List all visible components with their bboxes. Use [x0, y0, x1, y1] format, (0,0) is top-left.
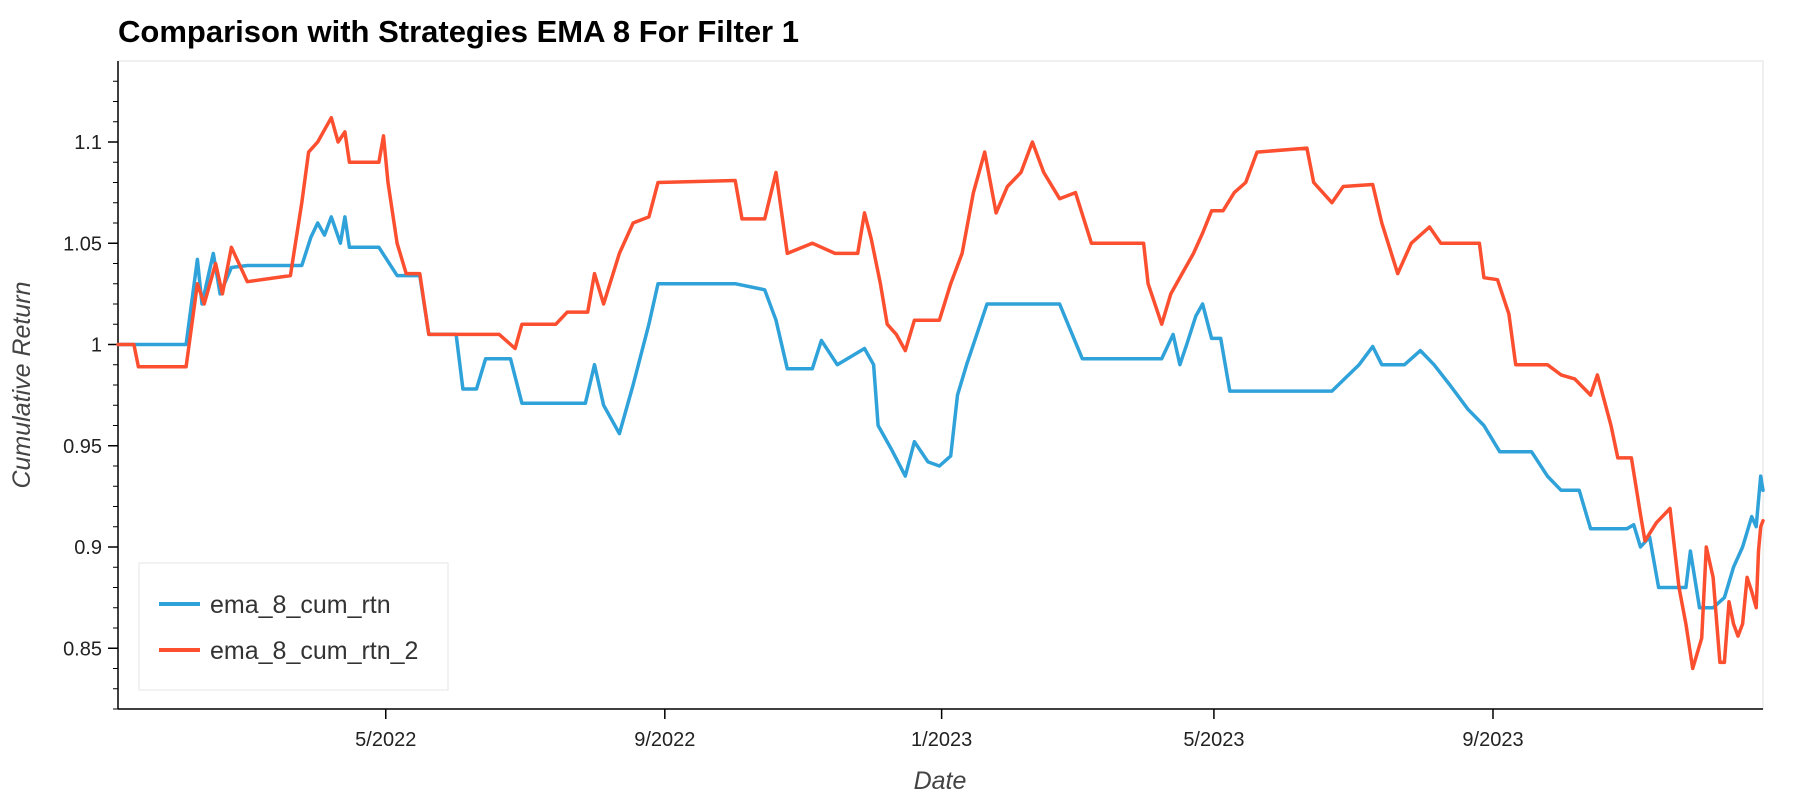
series-line-ema-8-cum-rtn-2	[116, 115, 1765, 671]
x-axis-ticks: 5/2022 9/2022 1/2023 5/2023 9/2023	[355, 709, 1524, 751]
series-layer	[116, 115, 1765, 671]
legend: ema_8_cum_rtn ema_8_cum_rtn_2	[138, 562, 449, 691]
legend-box	[138, 562, 449, 691]
y-axis-ticks: 0.85 0.9 0.95 1 1.05 1.1	[63, 132, 118, 660]
y-tick-label: 1.1	[74, 132, 102, 154]
y-tick-label: 1	[91, 335, 102, 357]
y-tick-label: 0.95	[63, 436, 102, 458]
x-tick-label: 9/2023	[1462, 729, 1523, 751]
legend-label-ema-8-cum-rtn-2: ema_8_cum_rtn_2	[210, 637, 418, 665]
y-tick-label: 0.9	[74, 537, 102, 559]
x-tick-label: 5/2022	[355, 729, 416, 751]
legend-label-ema-8-cum-rtn: ema_8_cum_rtn	[210, 591, 391, 619]
y-axis-label: Cumulative Return	[8, 281, 36, 488]
y-tick-label: 0.85	[63, 638, 102, 660]
x-tick-label: 9/2022	[634, 729, 695, 751]
x-tick-label: 1/2023	[911, 729, 972, 751]
x-axis-label: Date	[914, 767, 967, 795]
series-line-ema-8-cum-rtn	[116, 215, 1765, 610]
x-tick-label: 5/2023	[1183, 729, 1244, 751]
chart-title: Comparison with Strategies EMA 8 For Fil…	[118, 14, 799, 49]
y-tick-label: 1.05	[63, 233, 102, 255]
